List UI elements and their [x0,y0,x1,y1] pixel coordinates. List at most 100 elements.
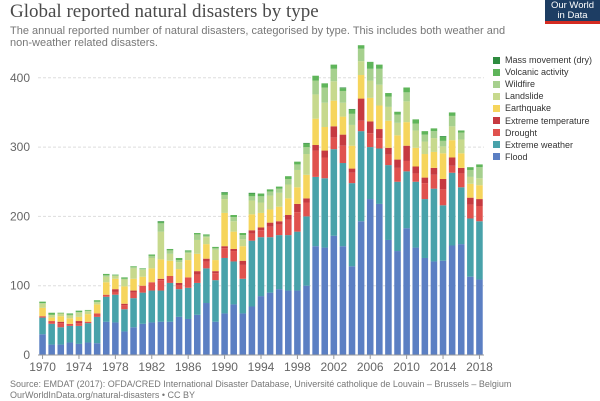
bar-segment[interactable] [157,321,165,355]
bar-segment[interactable] [457,132,465,140]
bar-segment[interactable] [348,266,356,355]
bar-segment[interactable] [312,118,319,146]
bar-segment[interactable] [112,276,119,279]
bar-segment[interactable] [194,271,201,275]
bar-segment[interactable] [403,160,410,172]
bar-segment[interactable] [230,231,237,249]
bar-segment[interactable] [93,316,101,344]
bar-segment[interactable] [285,184,292,199]
bar-segment[interactable] [394,159,401,168]
bar-segment[interactable] [312,150,319,177]
bar-segment[interactable] [321,87,328,103]
bar-segment[interactable] [266,226,274,238]
bar-segment[interactable] [148,290,156,323]
bar-segment[interactable] [312,176,319,247]
bar-segment[interactable] [376,148,383,204]
bar-segment[interactable] [339,116,347,135]
bar-segment[interactable] [321,127,328,151]
bar-segment[interactable] [467,204,474,219]
bar-segment[interactable] [476,206,483,222]
bar-segment[interactable] [394,135,401,160]
bar-segment[interactable] [212,321,219,355]
bar-segment[interactable] [312,80,319,95]
bar-segment[interactable] [476,164,483,168]
bar-segment[interactable] [194,314,201,355]
bar-segment[interactable] [467,276,474,355]
bar-segment[interactable] [348,108,356,110]
bar-segment[interactable] [194,282,201,315]
bar-segment[interactable] [239,246,247,261]
bar-segment[interactable] [57,312,65,314]
bar-segment[interactable] [175,257,183,261]
bar-segment[interactable] [448,157,456,166]
bar-segment[interactable] [303,198,310,203]
legend-item[interactable]: Volcanic activity [493,66,592,78]
bar-segment[interactable] [248,196,256,201]
bar-segment[interactable] [248,233,256,241]
bar-segment[interactable] [457,167,465,174]
bar-segment[interactable] [57,321,65,324]
bar-segment[interactable] [139,269,146,277]
bar-segment[interactable] [221,199,228,213]
bar-segment[interactable] [93,300,101,302]
bar-segment[interactable] [421,154,429,178]
bar-segment[interactable] [467,197,474,205]
bar-segment[interactable] [102,275,110,277]
bar-segment[interactable] [175,262,183,270]
bar-segment[interactable] [457,130,465,133]
bar-segment[interactable] [266,191,274,196]
bar-segment[interactable] [175,316,183,355]
bar-segment[interactable] [239,313,247,355]
bar-segment[interactable] [84,309,92,311]
bar-segment[interactable] [357,131,365,222]
bar-segment[interactable] [102,294,110,297]
bar-segment[interactable] [303,202,310,217]
bar-segment[interactable] [102,276,110,283]
bar-segment[interactable] [348,183,356,267]
bar-segment[interactable] [221,192,228,193]
bar-segment[interactable] [312,94,319,119]
bar-segment[interactable] [239,264,247,279]
bar-segment[interactable] [166,282,174,322]
bar-segment[interactable] [321,83,328,88]
bar-segment[interactable] [221,194,228,200]
bar-segment[interactable] [303,147,310,155]
bar-segment[interactable] [285,290,292,355]
bar-segment[interactable] [121,277,128,279]
bar-segment[interactable] [75,323,83,326]
bar-segment[interactable] [312,246,319,355]
bar-segment[interactable] [403,171,410,229]
bar-segment[interactable] [121,309,128,332]
bar-segment[interactable] [148,257,156,269]
bar-segment[interactable] [39,317,46,335]
bar-segment[interactable] [221,212,228,247]
bar-segment[interactable] [412,247,420,355]
owid-logo[interactable]: Our World in Data [545,0,600,24]
bar-segment[interactable] [175,260,183,263]
bar-segment[interactable] [121,305,128,310]
bar-segment[interactable] [75,312,83,313]
bar-segment[interactable] [157,280,165,291]
bar-segment[interactable] [357,61,365,76]
bar-segment[interactable] [39,303,46,308]
bar-segment[interactable] [257,227,265,231]
bar-segment[interactable] [248,192,256,194]
bar-segment[interactable] [130,268,137,279]
bar-segment[interactable] [203,234,210,236]
bar-segment[interactable] [48,312,55,315]
bar-segment[interactable] [112,322,119,355]
bar-segment[interactable] [130,292,137,299]
bar-segment[interactable] [221,246,228,249]
bar-segment[interactable] [112,274,119,276]
bar-segment[interactable] [275,235,283,290]
bar-segment[interactable] [385,154,392,166]
legend-item[interactable]: Flood [493,151,592,163]
bar-segment[interactable] [421,141,429,155]
bar-segment[interactable] [321,157,328,179]
bar-segment[interactable] [348,113,356,125]
bar-segment[interactable] [266,237,274,293]
bar-segment[interactable] [166,321,174,355]
bar-segment[interactable] [248,193,256,197]
bar-segment[interactable] [148,255,156,258]
bar-segment[interactable] [239,235,247,240]
